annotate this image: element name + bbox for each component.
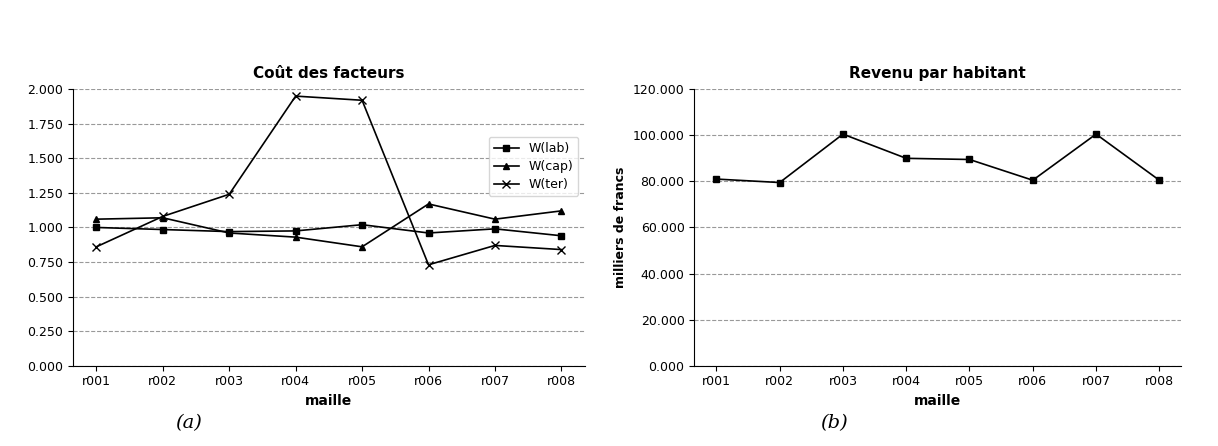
W(ter): [421, 262, 436, 268]
W(lab): [354, 222, 369, 227]
W(cap): [354, 244, 369, 249]
W(lab): [156, 227, 171, 232]
W(lab): [289, 228, 303, 234]
W(cap): [554, 208, 569, 214]
Title: Coût des facteurs: Coût des facteurs: [253, 66, 404, 81]
W(lab): [222, 229, 236, 234]
X-axis label: maille: maille: [306, 394, 352, 408]
Legend: W(lab), W(cap), W(ter): W(lab), W(cap), W(ter): [488, 137, 579, 196]
W(ter): [554, 247, 569, 252]
Text: (a): (a): [175, 414, 202, 432]
W(ter): [289, 94, 303, 99]
W(cap): [89, 216, 104, 222]
W(lab): [421, 230, 436, 235]
Y-axis label: milliers de francs: milliers de francs: [614, 167, 627, 288]
Line: W(lab): W(lab): [93, 221, 565, 239]
Line: W(ter): W(ter): [93, 92, 565, 269]
Text: (b): (b): [821, 414, 848, 432]
W(cap): [421, 201, 436, 206]
W(ter): [222, 192, 236, 197]
W(cap): [289, 235, 303, 240]
Line: W(cap): W(cap): [93, 201, 565, 250]
W(cap): [156, 215, 171, 220]
W(cap): [487, 216, 502, 222]
W(ter): [89, 244, 104, 249]
W(ter): [156, 214, 171, 219]
Title: Revenu par habitant: Revenu par habitant: [849, 66, 1027, 81]
W(ter): [487, 243, 502, 248]
X-axis label: maille: maille: [915, 394, 961, 408]
W(ter): [354, 98, 369, 103]
W(lab): [487, 226, 502, 231]
W(cap): [222, 230, 236, 235]
W(lab): [89, 225, 104, 230]
W(lab): [554, 233, 569, 239]
